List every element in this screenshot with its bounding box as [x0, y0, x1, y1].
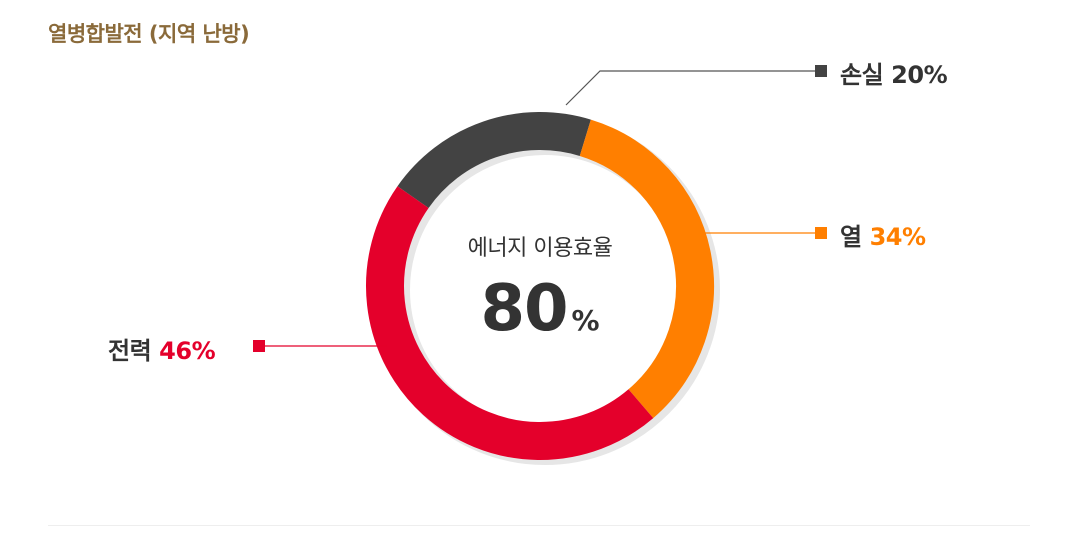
- marker-power: [253, 340, 265, 352]
- donut-slice-power: [366, 186, 654, 460]
- slice-label-power: 전력 46%: [108, 331, 216, 366]
- slice-label-power-name: 전력: [108, 337, 152, 365]
- slice-label-power-value: 46%: [159, 337, 216, 365]
- slice-label-heat: 열 34%: [840, 217, 926, 252]
- center-label: 에너지 이용효율: [467, 236, 613, 261]
- donut-slice-heat: [579, 119, 714, 419]
- center-value-number: 80: [480, 272, 568, 346]
- center-value: 80%: [420, 272, 660, 346]
- slice-label-heat-value: 34%: [869, 223, 926, 251]
- bottom-divider: [48, 525, 1030, 526]
- slice-label-loss: 손실 20%: [840, 55, 948, 90]
- slice-label-loss-value: 20%: [891, 61, 948, 89]
- slice-label-loss-name: 손실: [840, 61, 884, 89]
- donut-slices: [366, 112, 714, 460]
- marker-heat: [815, 227, 827, 239]
- marker-loss: [815, 65, 827, 77]
- donut-slice-loss: [397, 112, 591, 209]
- slice-label-heat-name: 열: [840, 223, 862, 251]
- leader-line-loss: [565, 70, 818, 106]
- chart-title: 열병합발전 (지역 난방): [48, 22, 250, 46]
- leader-lines: [253, 65, 827, 352]
- center-value-unit: %: [571, 304, 600, 337]
